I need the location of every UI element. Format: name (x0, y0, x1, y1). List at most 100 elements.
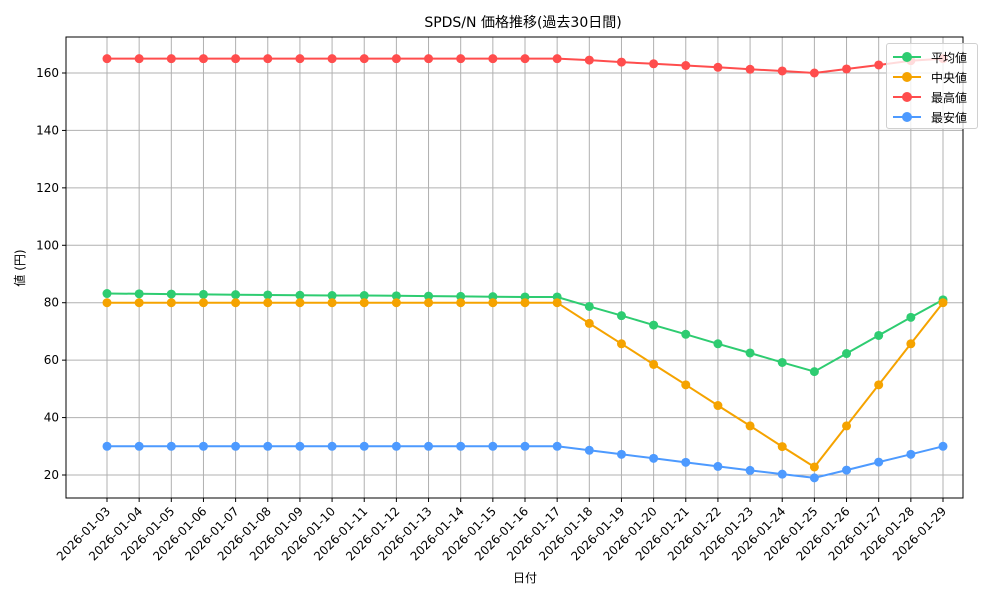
data-point (102, 289, 112, 299)
data-point (456, 441, 466, 451)
data-point (616, 57, 626, 67)
data-point (327, 291, 337, 301)
data-point (231, 290, 241, 300)
y-tick-label: 20 (44, 468, 59, 482)
data-point (231, 298, 241, 308)
data-point (488, 441, 498, 451)
data-point (745, 421, 755, 431)
data-point (295, 298, 305, 308)
data-point (938, 298, 948, 308)
data-point (649, 359, 659, 369)
data-point (681, 329, 691, 339)
data-point (488, 298, 498, 308)
data-point (134, 441, 144, 451)
data-point (263, 290, 273, 300)
data-point (874, 330, 884, 340)
data-point (842, 465, 852, 475)
data-point (391, 54, 401, 64)
data-point (713, 461, 723, 471)
data-point (906, 312, 916, 322)
x-axis-label: 日付 (513, 571, 537, 585)
data-point (552, 54, 562, 64)
data-point (263, 54, 273, 64)
data-point (649, 59, 659, 69)
data-point (359, 298, 369, 308)
legend-label: 中央値 (931, 70, 968, 85)
data-point (456, 291, 466, 301)
data-point (809, 68, 819, 78)
y-tick-label: 120 (36, 181, 59, 195)
legend-marker-icon (893, 111, 921, 123)
data-point (166, 289, 176, 299)
data-point (231, 54, 241, 64)
y-axis-ticks: 20 40 60 80 100 120 140 160 (36, 66, 66, 482)
y-axis-label: 値 (円) (12, 249, 27, 286)
data-point (134, 54, 144, 64)
data-point (649, 320, 659, 330)
data-point (359, 441, 369, 451)
data-point (327, 298, 337, 308)
data-point (745, 348, 755, 358)
data-point (745, 64, 755, 74)
legend: 平均値 中央値 最高値 最安値 (886, 43, 978, 129)
data-point (842, 64, 852, 74)
data-point (102, 54, 112, 64)
data-point (166, 298, 176, 308)
data-point (938, 441, 948, 451)
data-point (681, 457, 691, 467)
data-point (134, 289, 144, 299)
data-point (166, 441, 176, 451)
series-line (102, 441, 948, 483)
data-point (681, 61, 691, 71)
data-point (906, 449, 916, 459)
data-point (456, 54, 466, 64)
y-tick-label: 140 (36, 123, 59, 137)
data-point (842, 349, 852, 359)
data-point (327, 441, 337, 451)
data-point (552, 298, 562, 308)
data-point (102, 441, 112, 451)
data-point (102, 298, 112, 308)
data-point (681, 380, 691, 390)
data-point (327, 54, 337, 64)
data-point (263, 441, 273, 451)
data-point (874, 457, 884, 467)
data-point (842, 421, 852, 431)
data-point (295, 290, 305, 300)
data-point (713, 62, 723, 72)
data-point (198, 298, 208, 308)
data-point (198, 54, 208, 64)
y-tick-label: 40 (44, 411, 59, 425)
legend-marker-icon (893, 71, 921, 83)
series-line (102, 54, 948, 78)
data-point (359, 291, 369, 301)
legend-item-max: 最高値 (893, 87, 971, 107)
legend-label: 平均値 (931, 50, 968, 65)
data-point (488, 54, 498, 64)
data-point (424, 441, 434, 451)
data-point (520, 298, 530, 308)
data-point (777, 442, 787, 452)
data-point (809, 473, 819, 483)
legend-marker-icon (893, 51, 921, 63)
data-point (456, 298, 466, 308)
data-point (713, 339, 723, 349)
data-point (424, 54, 434, 64)
data-point (874, 60, 884, 70)
data-point (809, 462, 819, 472)
chart-title: SPDS/N 価格推移(過去30日間) (424, 15, 622, 31)
data-point (134, 298, 144, 308)
data-point (166, 54, 176, 64)
y-tick-label: 80 (44, 296, 59, 310)
data-point (745, 465, 755, 475)
data-point (616, 339, 626, 349)
legend-item-min: 最安値 (893, 107, 971, 127)
data-point (391, 291, 401, 301)
data-point (359, 54, 369, 64)
legend-label: 最高値 (931, 90, 968, 105)
data-point (584, 445, 594, 455)
data-point (520, 54, 530, 64)
data-point (616, 449, 626, 459)
legend-item-average: 平均値 (893, 47, 971, 67)
data-point (906, 339, 916, 349)
